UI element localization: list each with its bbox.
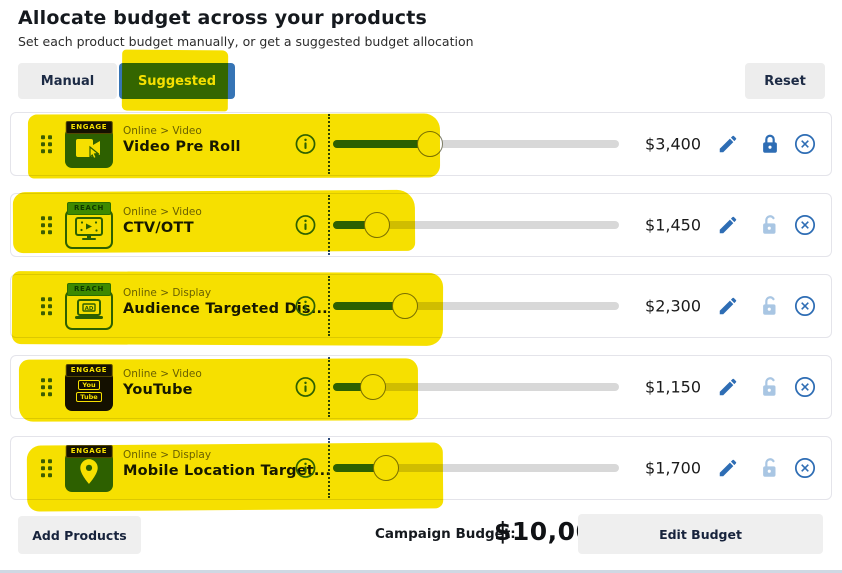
budget-value: $3,400: [645, 134, 701, 154]
product-thumbnail: REACH AD: [61, 283, 117, 331]
product-thumbnail: ENGAGE You Tube: [61, 364, 117, 412]
budget-slider[interactable]: [333, 293, 619, 319]
product-row-video-pre-roll: ENGAGE Online > Video Video Pre Roll $3,…: [10, 112, 832, 176]
product-category: Online > Display: [123, 287, 212, 299]
slider-fill: [333, 140, 431, 148]
edit-pencil-icon[interactable]: [717, 133, 739, 155]
budget-slider[interactable]: [333, 131, 619, 157]
product-category: Online > Video: [123, 206, 202, 218]
column-divider: [328, 357, 330, 417]
info-icon[interactable]: [295, 134, 316, 155]
product-row-ctv-ott: REACH Online > Video CTV/OTT $1,450: [10, 193, 832, 257]
reset-button[interactable]: Reset: [745, 63, 825, 99]
drag-handle-icon[interactable]: [41, 459, 52, 477]
lock-open-icon[interactable]: [759, 214, 781, 236]
location-pin-icon: [65, 452, 113, 492]
panel-bottom-border: [0, 570, 842, 573]
remove-circle-icon[interactable]: [794, 214, 816, 236]
info-icon[interactable]: [295, 215, 316, 236]
edit-pencil-icon[interactable]: [717, 295, 739, 317]
product-category: Online > Video: [123, 368, 202, 380]
display-ad-icon: AD: [65, 290, 113, 330]
info-icon[interactable]: [295, 296, 316, 317]
slider-thumb[interactable]: [391, 293, 418, 319]
drag-handle-icon[interactable]: [41, 297, 52, 315]
budget-slider[interactable]: [333, 374, 619, 400]
slider-thumb[interactable]: [372, 455, 399, 481]
edit-budget-button[interactable]: Edit Budget: [578, 514, 823, 554]
product-thumbnail: ENGAGE: [61, 121, 117, 169]
drag-handle-icon[interactable]: [41, 135, 52, 153]
remove-circle-icon[interactable]: [794, 133, 816, 155]
campaign-budget-label: Campaign Budget:: [375, 526, 516, 542]
budget-value: $2,300: [645, 296, 701, 316]
budget-value: $1,150: [645, 377, 701, 397]
add-products-button[interactable]: Add Products: [18, 516, 141, 554]
tab-suggested[interactable]: Suggested: [119, 63, 235, 99]
lock-closed-icon[interactable]: [759, 133, 781, 155]
slider-thumb[interactable]: [417, 131, 444, 157]
page-subtitle: Set each product budget manually, or get…: [18, 34, 474, 49]
ctv-monitor-icon: [65, 209, 113, 249]
drag-handle-icon[interactable]: [41, 216, 52, 234]
remove-circle-icon[interactable]: [794, 457, 816, 479]
engage-badge: ENGAGE: [65, 121, 113, 134]
info-icon[interactable]: [295, 458, 316, 479]
column-divider: [328, 276, 330, 336]
reach-badge: REACH: [67, 202, 111, 215]
tab-manual[interactable]: Manual: [18, 63, 117, 99]
page-title: Allocate budget across your products: [18, 7, 428, 29]
remove-circle-icon[interactable]: [794, 376, 816, 398]
product-category: Online > Video: [123, 125, 202, 137]
product-name: YouTube: [123, 382, 193, 398]
column-divider: [328, 438, 330, 498]
column-divider: [328, 114, 330, 174]
column-divider: [328, 195, 330, 255]
product-row-audience-targeted-display: REACH AD Online > Display Audience Targe…: [10, 274, 832, 338]
product-name: CTV/OTT: [123, 220, 194, 236]
lock-open-icon[interactable]: [759, 376, 781, 398]
info-icon[interactable]: [295, 377, 316, 398]
lock-open-icon[interactable]: [759, 457, 781, 479]
slider-thumb[interactable]: [360, 374, 387, 400]
lock-open-icon[interactable]: [759, 295, 781, 317]
engage-badge: ENGAGE: [65, 445, 113, 458]
youtube-icon: You Tube: [65, 371, 113, 411]
product-name: Video Pre Roll: [123, 139, 241, 155]
reach-badge: REACH: [67, 283, 111, 296]
product-category: Online > Display: [123, 449, 212, 461]
edit-pencil-icon[interactable]: [717, 457, 739, 479]
remove-circle-icon[interactable]: [794, 295, 816, 317]
slider-thumb[interactable]: [364, 212, 391, 238]
product-row-youtube: ENGAGE You Tube Online > Video YouTube $…: [10, 355, 832, 419]
video-camera-icon: [65, 128, 113, 168]
edit-pencil-icon[interactable]: [717, 376, 739, 398]
product-thumbnail: REACH: [61, 202, 117, 250]
product-row-mobile-location-targeting: ENGAGE Online > Display Mobile Location …: [10, 436, 832, 500]
drag-handle-icon[interactable]: [41, 378, 52, 396]
budget-value: $1,450: [645, 215, 701, 235]
engage-badge: ENGAGE: [65, 364, 113, 377]
budget-value: $1,700: [645, 458, 701, 478]
edit-pencil-icon[interactable]: [717, 214, 739, 236]
svg-text:AD: AD: [85, 306, 94, 312]
budget-slider[interactable]: [333, 212, 619, 238]
budget-slider[interactable]: [333, 455, 619, 481]
product-thumbnail: ENGAGE: [61, 445, 117, 493]
